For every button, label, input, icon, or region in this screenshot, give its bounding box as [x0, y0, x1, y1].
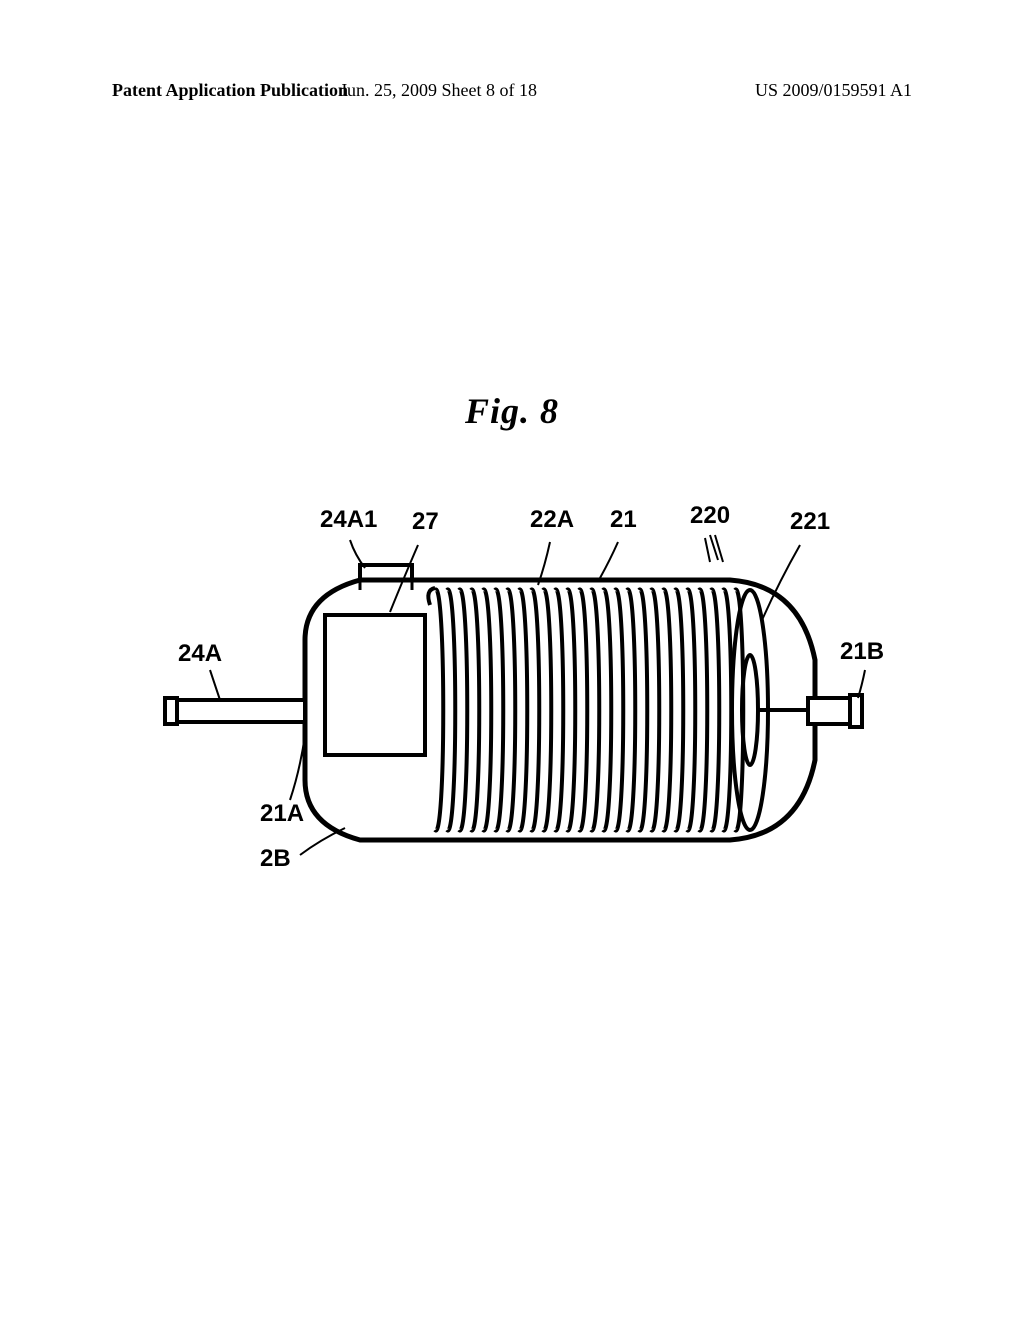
- callout-21B: 21B: [840, 638, 884, 666]
- callout-22A: 22A: [530, 506, 574, 534]
- page-header: Patent Application Publication Jun. 25, …: [0, 80, 1024, 110]
- callout-21A: 21A: [260, 800, 304, 828]
- diagram-svg: [150, 520, 874, 890]
- callout-2B: 2B: [260, 845, 291, 873]
- figure-title: Fig. 8: [0, 390, 1024, 432]
- header-publication-type: Patent Application Publication: [112, 80, 348, 101]
- callout-24A1: 24A1: [320, 506, 377, 534]
- header-publication-number: US 2009/0159591 A1: [755, 80, 912, 101]
- callout-220: 220: [690, 502, 730, 530]
- figure-diagram: 24A1 27 22A 21 220 221 24A 21B 21A 2B: [150, 520, 874, 890]
- header-date-sheet: Jun. 25, 2009 Sheet 8 of 18: [340, 80, 537, 101]
- callout-221: 221: [790, 508, 830, 536]
- callout-24A: 24A: [178, 640, 222, 668]
- page: Patent Application Publication Jun. 25, …: [0, 0, 1024, 1320]
- callout-21: 21: [610, 506, 637, 534]
- callout-27: 27: [412, 508, 439, 536]
